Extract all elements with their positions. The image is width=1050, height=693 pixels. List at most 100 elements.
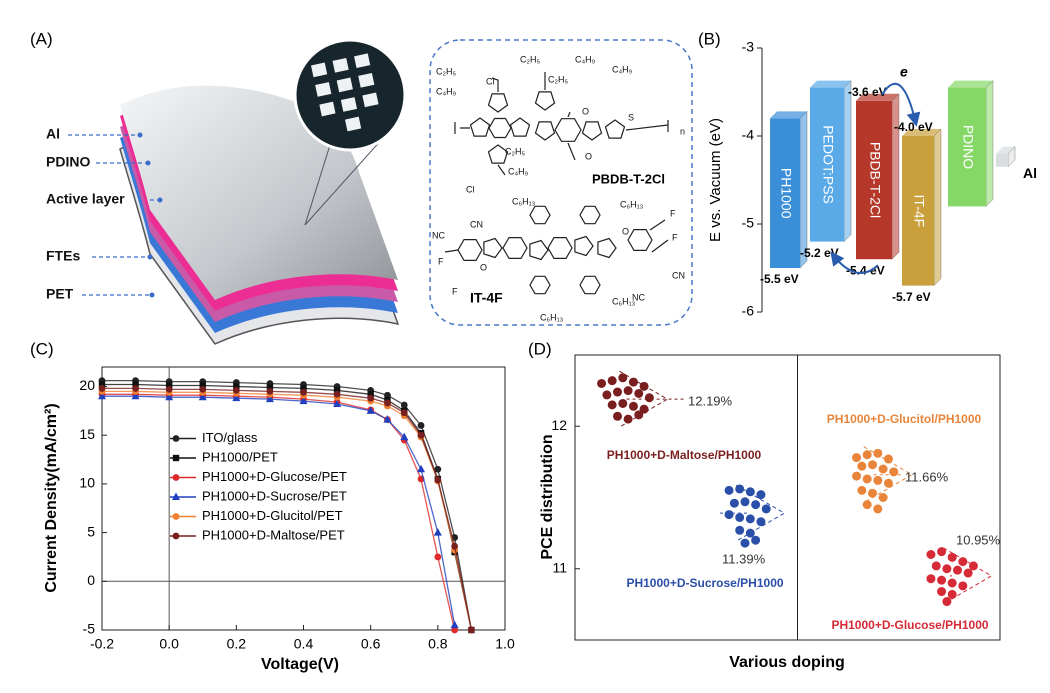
marker [366, 406, 375, 414]
y-tick-label: -6 [742, 303, 755, 319]
marker [232, 393, 241, 402]
atom-label: O [622, 226, 629, 236]
ring [483, 237, 503, 259]
ring [581, 121, 603, 141]
legend-marker [172, 532, 180, 540]
point [963, 568, 973, 578]
panel-label: (A) [30, 29, 53, 48]
molecule-name: IT-4F [470, 290, 503, 306]
atom-label: NC [432, 230, 445, 240]
atom-label: C₆H₁₃ [512, 196, 536, 206]
bar-name: Al [1023, 165, 1037, 181]
atom-label: O [582, 106, 589, 116]
y-tick-label: -5 [742, 215, 755, 231]
marker [265, 394, 274, 403]
marker [417, 464, 426, 473]
marker [98, 385, 106, 392]
bar-top-face [948, 80, 993, 88]
atom-label: CN [672, 270, 685, 280]
point [868, 460, 877, 470]
marker [299, 396, 308, 405]
point [883, 478, 893, 488]
peak-label: 11.66% [905, 469, 949, 484]
series-line [102, 395, 456, 626]
point [873, 475, 883, 485]
legend-label: PH1000+D-Glucose/PET [202, 469, 347, 484]
point [607, 400, 617, 410]
atom-label: F [672, 232, 678, 242]
y-tick-label: 15 [79, 426, 95, 442]
point [958, 557, 968, 567]
bar [948, 87, 986, 207]
marker [333, 387, 341, 394]
bar-side-face [933, 128, 942, 286]
point [852, 453, 862, 463]
value-label: -5.2 eV [800, 246, 839, 260]
atom-label: CN [470, 219, 483, 229]
marker [199, 382, 206, 389]
point [607, 376, 617, 386]
ring [579, 205, 601, 225]
point [947, 552, 957, 562]
atom-label: C₄H₉ [508, 166, 529, 176]
y-axis-title: E vs. Vacuum (eV) [707, 118, 724, 242]
ring [547, 237, 573, 259]
point [873, 504, 883, 514]
point [618, 373, 628, 383]
atom-label: n [680, 126, 685, 136]
point [623, 386, 633, 396]
point [724, 485, 734, 495]
x-tick-label: 0.4 [294, 636, 314, 652]
atom-label: C₄H₉ [575, 54, 596, 64]
leader-dot [147, 254, 153, 260]
marker [198, 392, 207, 401]
bar-name: PBDB-T-2Cl [867, 142, 883, 218]
point [745, 528, 755, 538]
y-tick-label: 11 [552, 559, 567, 575]
atom-label: Cl [486, 76, 495, 86]
bar-side-face [843, 80, 852, 242]
point [745, 487, 755, 497]
bar-top-face [810, 80, 851, 88]
marker [132, 385, 139, 392]
atom-label: C₆H₁₃ [612, 296, 636, 306]
y-tick-label: -4 [742, 127, 755, 143]
point [639, 381, 649, 391]
ring [469, 117, 491, 137]
atom-label: Cl [466, 184, 475, 194]
x-tick-label: -0.2 [90, 636, 114, 652]
layer-label: Al [46, 126, 60, 142]
marker [333, 390, 341, 398]
atom-label: C₂H₅ [505, 146, 525, 156]
point [926, 550, 936, 559]
point [862, 450, 872, 460]
ring [574, 235, 594, 257]
distribution-guide [863, 446, 913, 504]
x-tick-label: 0.6 [361, 636, 381, 652]
point [745, 514, 755, 524]
point [937, 547, 947, 557]
marker [450, 620, 459, 629]
point [889, 467, 899, 477]
point [623, 414, 633, 424]
point [756, 490, 766, 500]
legend-marker [172, 513, 180, 520]
marker [451, 626, 459, 634]
point [634, 388, 644, 398]
y-axis-title: Current Density(mA/cm²) [43, 403, 60, 592]
x-tick-label: 0.8 [428, 636, 448, 652]
peak-label: 11.39% [722, 551, 766, 566]
point [740, 497, 750, 507]
marker [400, 401, 408, 409]
legend-marker [172, 474, 180, 481]
marker [417, 422, 425, 429]
ring [509, 117, 531, 137]
bar-top-face [770, 111, 807, 119]
cluster-name: PH1000+D-Glucitol/PH1000 [827, 412, 982, 426]
atom-label: C₄H₉ [436, 86, 457, 96]
bar [770, 118, 800, 269]
atom-label: O [480, 262, 487, 272]
x-tick-label: 1.0 [495, 636, 515, 652]
value-label: -4.0 eV [894, 120, 933, 134]
